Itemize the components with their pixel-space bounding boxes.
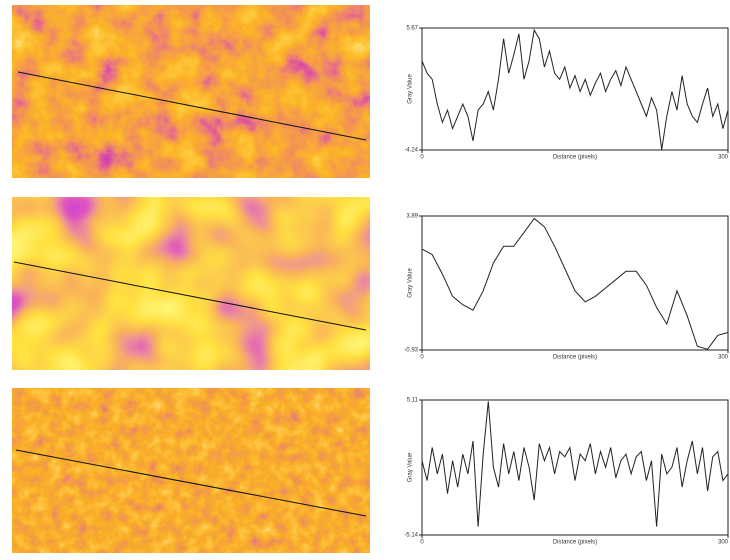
y-tick-label: 3.89	[406, 214, 418, 220]
y-axis-label: Gray Value	[408, 268, 414, 298]
y-tick-label: -5.14	[404, 533, 418, 539]
x-tick-label: 300	[718, 155, 729, 161]
x-axis-label: Distance (pixels)	[553, 540, 597, 546]
y-axis-label: Gray Value	[408, 74, 414, 104]
y-tick-label: -0.93	[404, 348, 418, 354]
x-axis-label: Distance (pixels)	[553, 155, 597, 161]
plot-frame	[421, 27, 729, 151]
x-axis-label: Distance (pixels)	[553, 355, 597, 361]
y-tick-label: 5.67	[406, 26, 418, 32]
x-tick-label: 0	[420, 355, 424, 361]
heatmap-3	[12, 388, 370, 553]
heatmap-1	[12, 5, 370, 178]
x-tick-label: 0	[420, 155, 424, 161]
y-tick-label: 5.11	[407, 398, 419, 404]
profile-line	[421, 401, 729, 527]
x-tick-label: 300	[718, 355, 729, 361]
plot-frame	[421, 215, 729, 351]
profile-line	[421, 217, 729, 350]
profile-line	[421, 28, 729, 150]
plot-frame	[421, 399, 729, 536]
x-tick-label: 300	[718, 540, 729, 546]
x-tick-label: 0	[420, 540, 424, 546]
heatmap-2	[12, 197, 370, 370]
y-tick-label: -4.24	[404, 148, 418, 154]
y-axis-label: Gray Value	[408, 452, 414, 482]
